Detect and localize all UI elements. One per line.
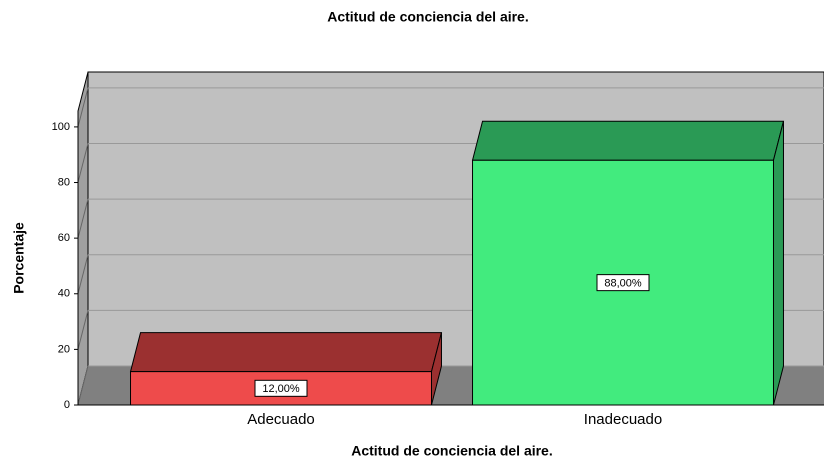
- grid-line: [77, 143, 89, 183]
- y-tick-label: 80: [58, 176, 70, 188]
- x-tick-label: Inadecuado: [584, 411, 662, 428]
- value-label-box: [596, 274, 650, 292]
- x-axis-title: Actitud de conciencia del aire.: [351, 443, 553, 459]
- bar-side: [772, 121, 784, 406]
- y-tick-label: 100: [52, 121, 70, 133]
- grid-line: [77, 365, 89, 406]
- grid-line: [77, 310, 89, 350]
- y-axis-title: Porcentaje: [11, 222, 27, 294]
- grid-line: [77, 254, 89, 294]
- y-tick-label: 60: [58, 232, 70, 244]
- grid-line: [77, 87, 89, 128]
- bar-top: [471, 120, 785, 161]
- chart-title: Actitud de conciencia del aire.: [327, 9, 529, 25]
- y-tick-label: 0: [64, 399, 70, 411]
- y-tick-label: 20: [58, 343, 70, 355]
- value-label: 88,00%: [604, 278, 642, 290]
- bar-top: [129, 332, 443, 373]
- value-label-box: [254, 379, 308, 397]
- value-label: 12,00%: [262, 383, 300, 395]
- y-tick-label: 40: [58, 288, 70, 300]
- grid-line: [77, 199, 89, 239]
- x-tick-label: Adecuado: [247, 411, 315, 428]
